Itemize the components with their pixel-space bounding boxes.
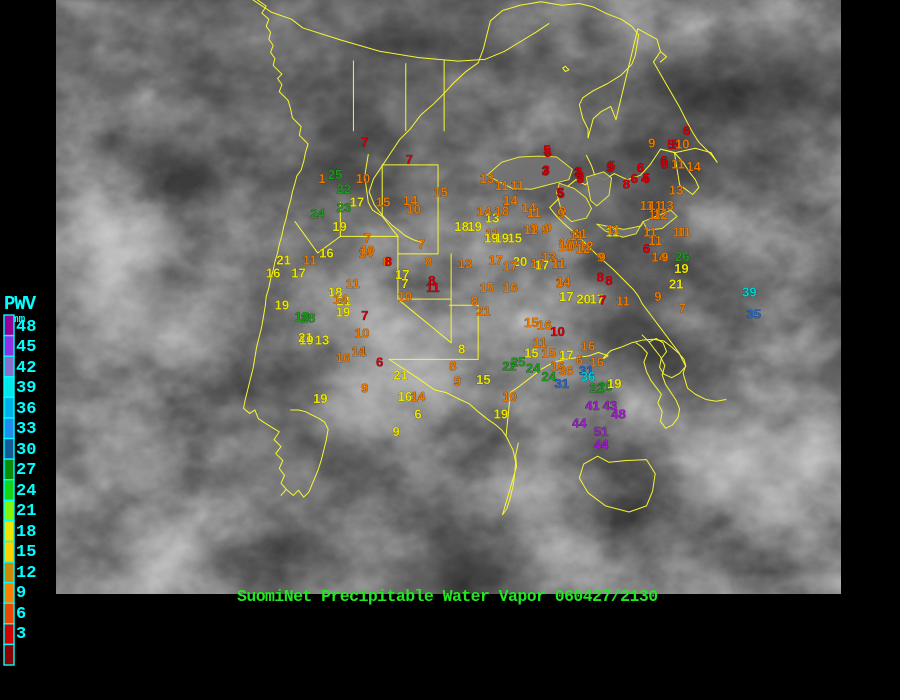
svg-text:SuomiNet Precipitable Water Va: SuomiNet Precipitable Water Vapor 060427…	[237, 587, 657, 606]
